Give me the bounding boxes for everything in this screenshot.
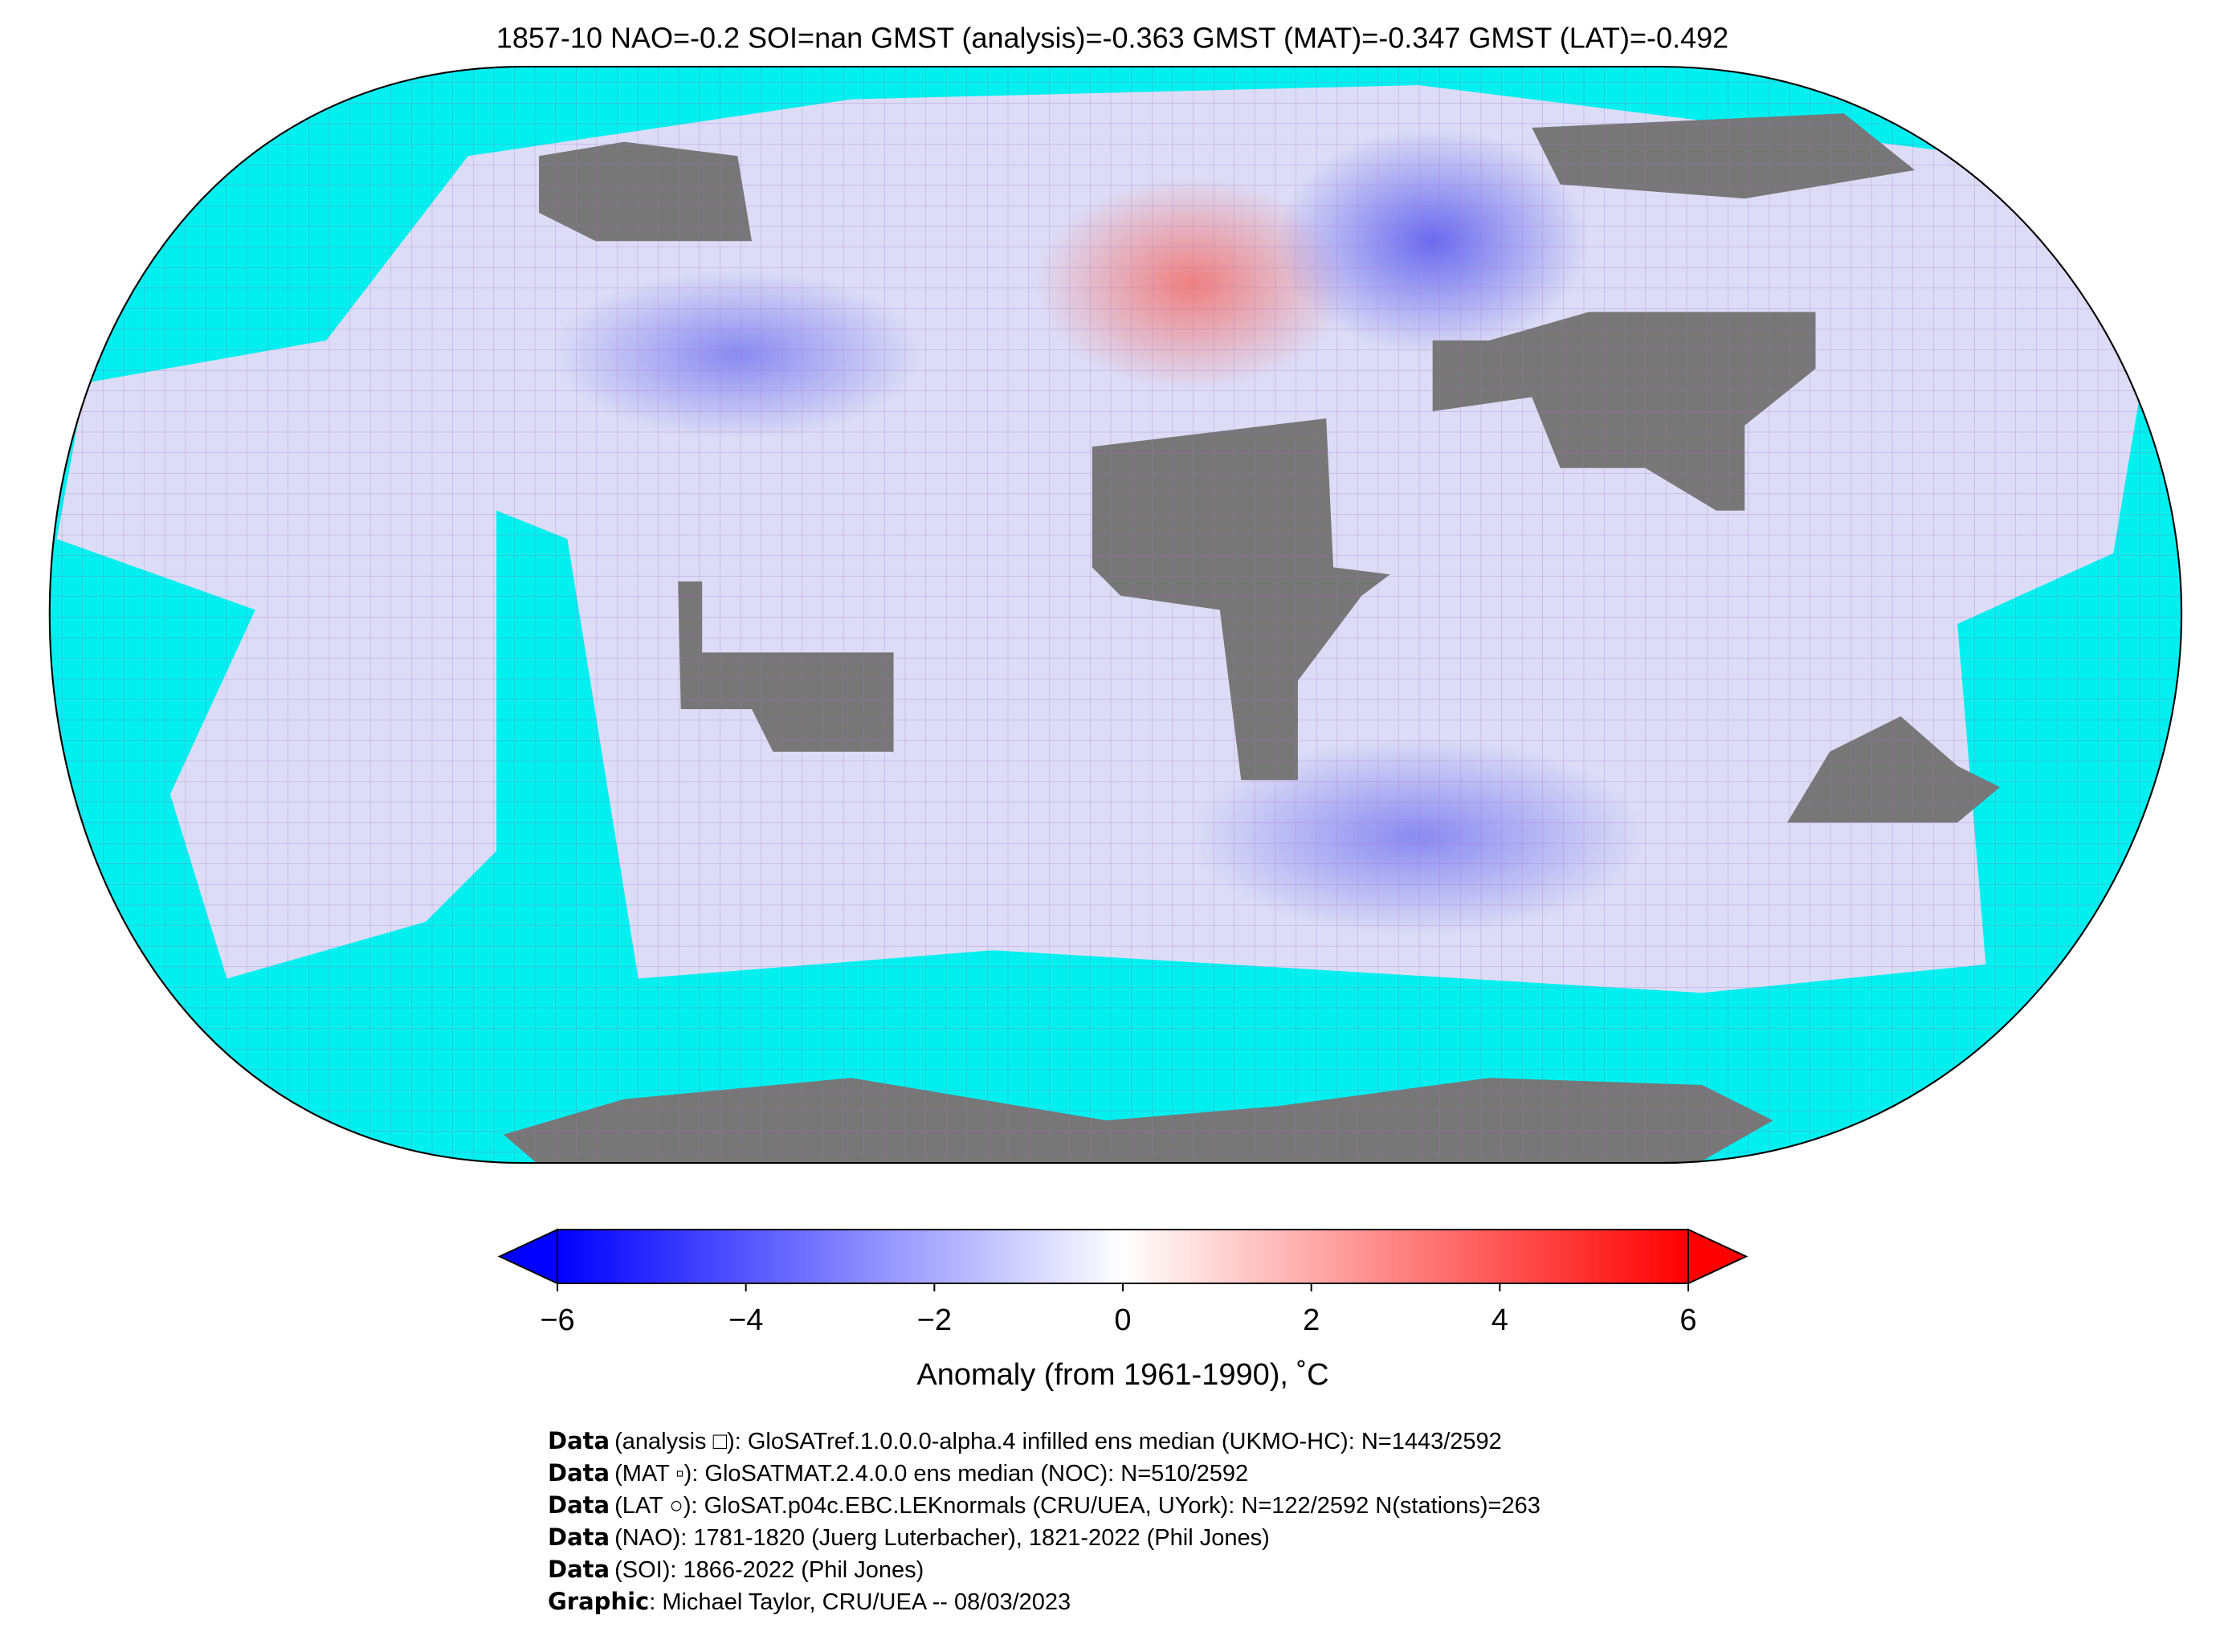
credit-text: (analysis □): GloSATref.1.0.0.0-alpha.4 … bbox=[614, 1429, 1502, 1454]
credit-label: Graphic bbox=[548, 1588, 649, 1615]
credit-line: Data (analysis □): GloSATref.1.0.0.0-alph… bbox=[548, 1427, 1502, 1454]
credit-text: : Michael Taylor, CRU/UEA -- 08/03/2023 bbox=[649, 1589, 1071, 1615]
credit-line: Data (MAT ▫): GloSATMAT.2.4.0.0 ens media… bbox=[548, 1459, 1248, 1487]
credit-line: Data (NAO): 1781-1820 (Juerg Luterbacher)… bbox=[548, 1524, 1270, 1551]
credit-text: (NAO): 1781-1820 (Juerg Luterbacher), 18… bbox=[614, 1525, 1270, 1551]
title: 1857-10 NAO=-0.2 SOI=nan GMST (analysis)… bbox=[496, 22, 1728, 55]
credit-label: Data bbox=[548, 1427, 610, 1454]
colorbar-extend-high bbox=[1687, 1228, 1749, 1285]
tick-label: −2 bbox=[917, 1303, 952, 1337]
colorbar-label: Anomaly (from 1961-1990), ˚C bbox=[916, 1358, 1328, 1392]
credit-line: Data (LAT ○): GloSAT.p04c.EBC.LEKnormals … bbox=[548, 1491, 1540, 1519]
tick-label: 6 bbox=[1679, 1303, 1696, 1337]
credit-text: (LAT ○): GloSAT.p04c.EBC.LEKnormals (CRU… bbox=[614, 1493, 1540, 1519]
credit-label: Data bbox=[548, 1524, 610, 1551]
credit-text: (SOI): 1866-2022 (Phil Jones) bbox=[614, 1557, 924, 1583]
colorbar: −6 −4 −2 0 2 4 6 bbox=[497, 1228, 1749, 1337]
credit-text: (MAT ▫): GloSATMAT.2.4.0.0 ens median (N… bbox=[614, 1461, 1248, 1487]
tick-label: 4 bbox=[1492, 1303, 1508, 1337]
tick-label: −6 bbox=[540, 1303, 574, 1337]
map-border bbox=[48, 65, 2183, 1165]
colorbar-extend-low bbox=[497, 1228, 558, 1285]
credit-label: Data bbox=[548, 1459, 610, 1487]
credit-label: Data bbox=[548, 1491, 610, 1519]
colorbar-ramp bbox=[557, 1229, 1689, 1284]
tick-label: −4 bbox=[728, 1303, 763, 1337]
credit-line: Graphic: Michael Taylor, CRU/UEA -- 08/0… bbox=[548, 1588, 1071, 1615]
credits: Data (analysis □): GloSATref.1.0.0.0-alph… bbox=[548, 1427, 1540, 1615]
map bbox=[48, 65, 2183, 1165]
credit-line: Data (SOI): 1866-2022 (Phil Jones) bbox=[548, 1556, 924, 1583]
tick-label: 2 bbox=[1303, 1303, 1320, 1337]
credit-label: Data bbox=[548, 1556, 610, 1583]
tick-label: 0 bbox=[1114, 1303, 1131, 1337]
grid-cells bbox=[49, 67, 2182, 1164]
